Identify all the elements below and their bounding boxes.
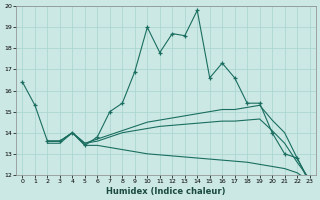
- X-axis label: Humidex (Indice chaleur): Humidex (Indice chaleur): [106, 187, 226, 196]
